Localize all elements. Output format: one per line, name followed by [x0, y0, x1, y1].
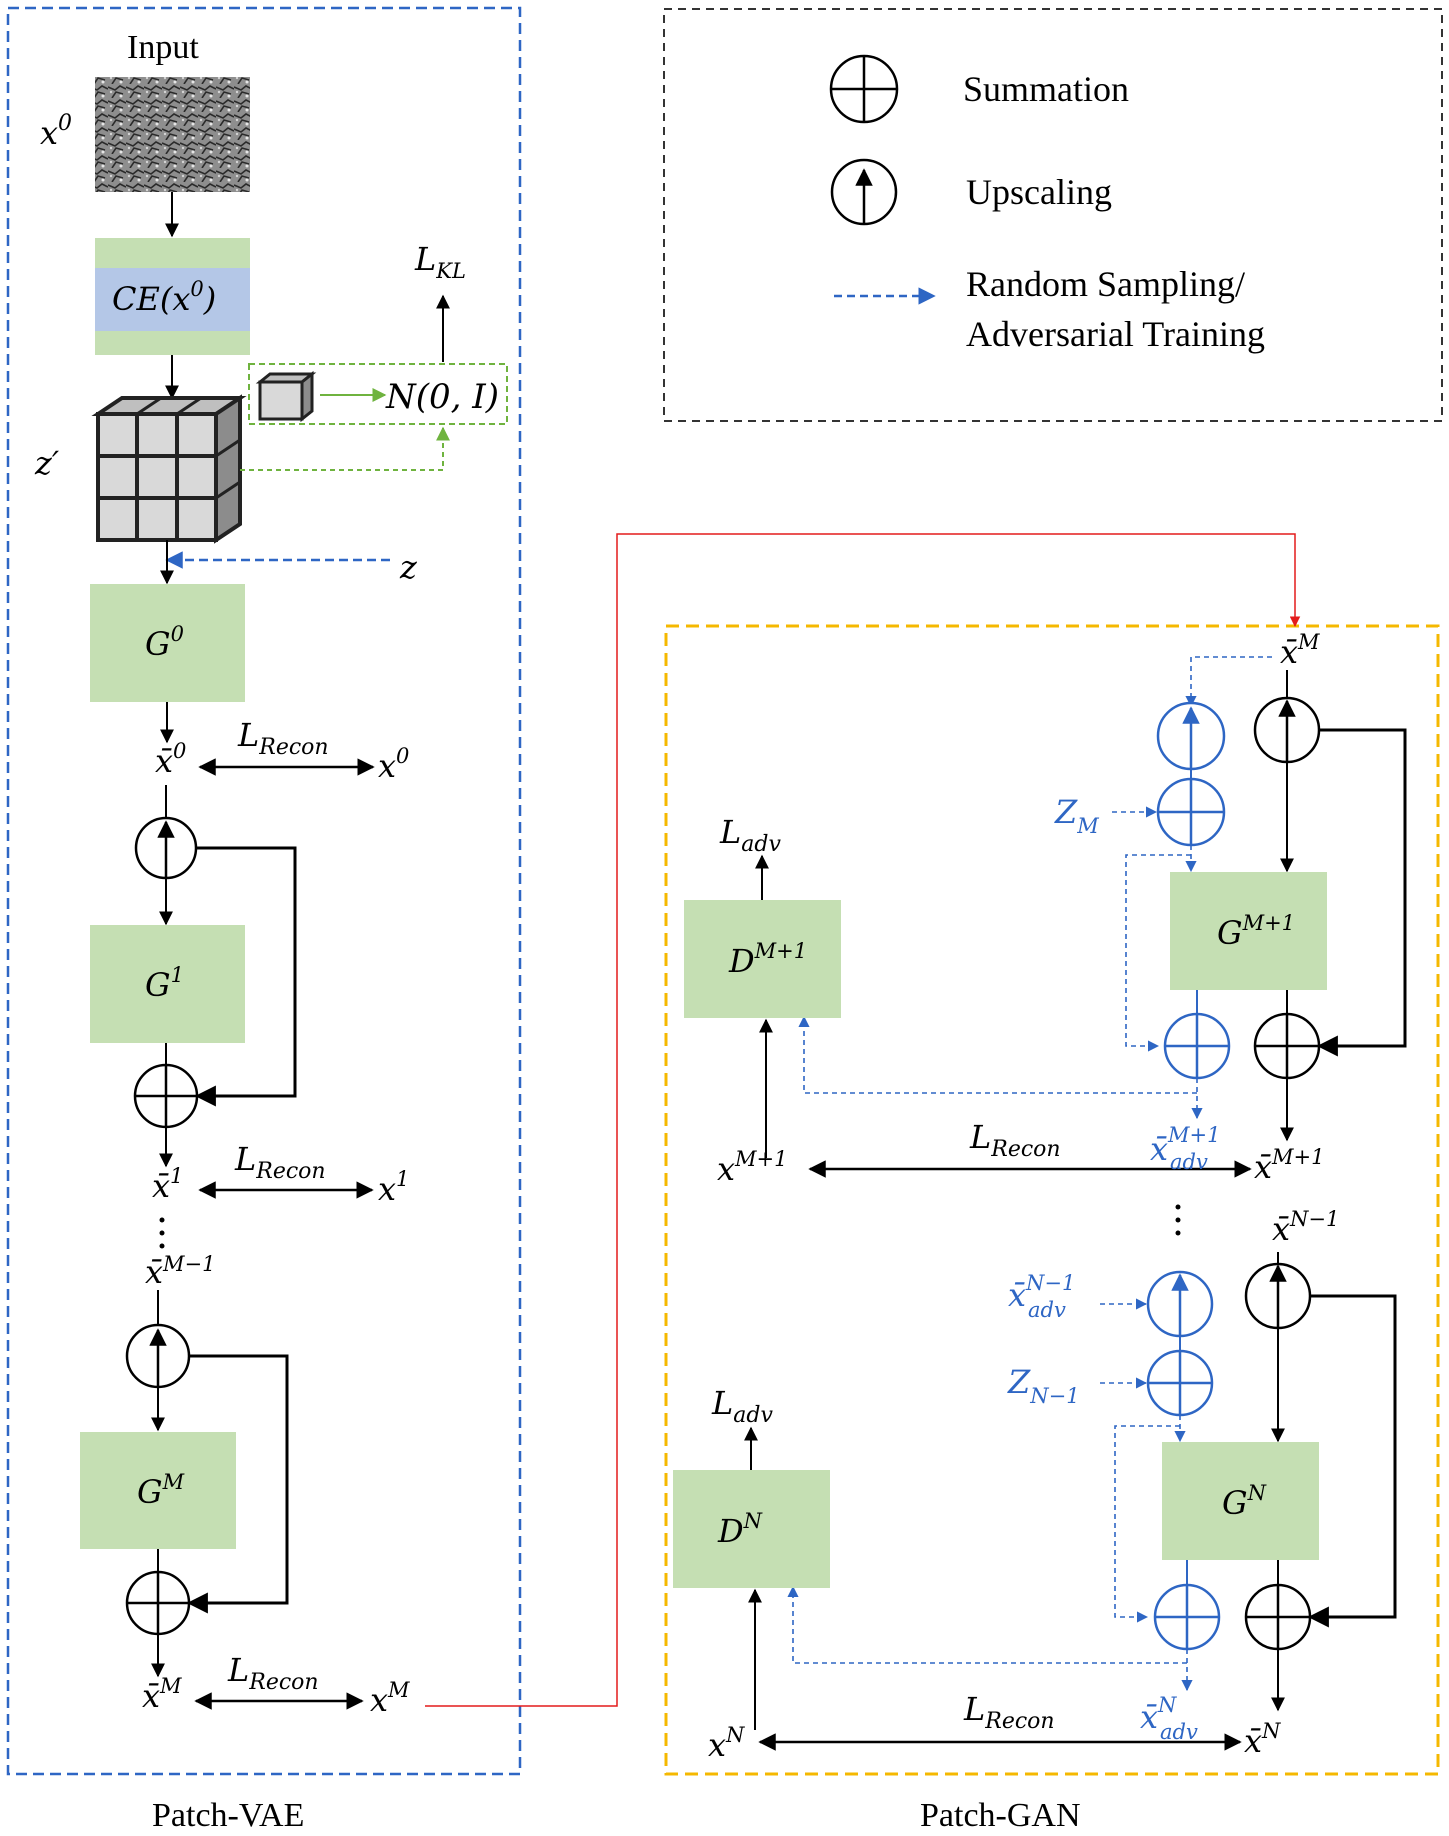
- legend-upscaling-label: Upscaling: [966, 172, 1112, 212]
- zprime-label: z′: [34, 444, 60, 482]
- ladv-m1-label: Ladv: [719, 813, 781, 857]
- blue-sum-adv-m1-icon: [1163, 1012, 1231, 1080]
- xn-label: xN: [708, 1723, 745, 1764]
- patch-vae-frame: [6, 6, 522, 1776]
- upscale-gan-n-icon: [1244, 1262, 1312, 1330]
- xbarM-label: x̄M: [142, 1674, 182, 1715]
- input-label: Input: [127, 29, 199, 66]
- recon1-loss-label: LRecon: [234, 1140, 326, 1184]
- latent-cube-icon: [91, 394, 247, 544]
- zn1-label: ZN−1: [1007, 1363, 1080, 1408]
- gm1-label: GM+1: [1217, 911, 1295, 952]
- upscale-1-icon: [134, 816, 198, 880]
- z-label: z: [399, 548, 418, 586]
- sum-1-icon: [133, 1063, 199, 1129]
- x1-recon-target: x1: [378, 1167, 409, 1208]
- legend-sampling-label-1: Random Sampling/: [966, 264, 1245, 304]
- xm1-label: xM+1: [717, 1147, 788, 1188]
- g1-label: G1: [145, 963, 184, 1004]
- blue-upscale-m1-icon: [1156, 701, 1226, 771]
- blue-sum-zn1-icon: [1146, 1349, 1214, 1417]
- xbarM-1-label: x̄M−1: [145, 1252, 216, 1291]
- reconM-loss-label: LRecon: [227, 1651, 319, 1695]
- gm1-block: [1170, 872, 1327, 990]
- adv-feedback-m1: [798, 1015, 1197, 1094]
- xbar1-label: x̄1: [152, 1164, 183, 1205]
- xadv-m1-label: x̄M+1 adv: [1150, 1123, 1221, 1174]
- patch-gan-frame: [664, 624, 1440, 1776]
- blue-sum-zm-icon: [1156, 777, 1226, 847]
- skip-1-line: [194, 846, 297, 1107]
- recon0-loss-label: LRecon: [237, 716, 329, 760]
- patch-vae-caption: Patch-VAE: [152, 1797, 304, 1834]
- summation-legend-icon: [829, 54, 899, 124]
- sum-gan-m1-icon: [1253, 1012, 1321, 1080]
- vae-ellipsis: [159, 1217, 165, 1249]
- small-cube-icon: [255, 370, 317, 423]
- legend-sampling-label-2: Adversarial Training: [966, 314, 1265, 354]
- x0-recon-target: x0: [378, 744, 409, 785]
- blue-sum-adv-n-icon: [1153, 1583, 1221, 1651]
- blue-upscale-n-icon: [1146, 1270, 1214, 1338]
- dm1-block: [684, 900, 841, 1018]
- legend-summation-label: Summation: [963, 69, 1129, 109]
- dn-label: DN: [717, 1509, 763, 1550]
- upscaling-legend-icon: [830, 158, 898, 226]
- xbarm1-label: x̄M+1: [1254, 1145, 1325, 1186]
- vae-to-gan-connector: [425, 533, 1301, 1707]
- sum-gan-n-icon: [1244, 1583, 1312, 1651]
- patch-gan-caption: Patch-GAN: [920, 1797, 1081, 1834]
- recon-n-loss-label: LRecon: [963, 1690, 1055, 1734]
- blue-noise-bypass-n: [1114, 1425, 1180, 1623]
- gn-block: [1162, 1442, 1319, 1560]
- ladv-n-label: Ladv: [711, 1384, 773, 1428]
- ce-label: CE(x0): [112, 277, 216, 318]
- legend-frame: [663, 8, 1443, 422]
- normal-dist-label: N(0, I): [385, 377, 499, 417]
- kl-sampling-box: [248, 363, 508, 425]
- gan-ellipsis: [1175, 1204, 1181, 1236]
- g0-block: [90, 584, 245, 702]
- xbarn1-label: x̄N−1: [1272, 1207, 1339, 1248]
- zm-label: ZM: [1054, 793, 1099, 838]
- upscale-m-icon: [125, 1323, 191, 1389]
- blue-dashed-from-xbarM: [1185, 656, 1272, 708]
- input-image: [95, 77, 250, 192]
- legend: Summation Upscaling Random Sampling/ Adv…: [829, 54, 1265, 354]
- g0-label: G0: [145, 622, 184, 663]
- arrow-latent-to-normal: [240, 426, 450, 471]
- ce-encoder-block: [95, 238, 250, 355]
- blue-noise-bypass-m1: [1125, 854, 1191, 1052]
- skip-gan-m1: [1316, 728, 1407, 1057]
- xadv-n1-label: x̄N−1 adv: [1008, 1271, 1075, 1322]
- sum-m-icon: [125, 1570, 191, 1636]
- xbar0-label: x̄0: [155, 739, 186, 780]
- gm-block: [80, 1432, 236, 1549]
- input-x0-label: x0: [40, 111, 72, 152]
- upscale-gan-m1-icon: [1253, 696, 1321, 764]
- gm-label: GM: [137, 1470, 185, 1511]
- xadv-n-label: x̄N adv: [1140, 1693, 1198, 1744]
- gan-xbarM-top-label: x̄M: [1280, 630, 1320, 671]
- kl-loss-label: LKL: [414, 240, 466, 283]
- dm1-label: DM+1: [728, 939, 807, 980]
- adv-feedback-n: [787, 1585, 1187, 1664]
- g1-block: [90, 925, 245, 1043]
- gn-label: GN: [1222, 1481, 1267, 1522]
- skip-m-line: [186, 1354, 289, 1614]
- xbarn-label: x̄N: [1244, 1719, 1281, 1760]
- xM-label: xM: [370, 1678, 410, 1719]
- skip-gan-n: [1307, 1294, 1397, 1628]
- dn-block: [673, 1470, 830, 1588]
- recon-m1-loss-label: LRecon: [969, 1118, 1061, 1162]
